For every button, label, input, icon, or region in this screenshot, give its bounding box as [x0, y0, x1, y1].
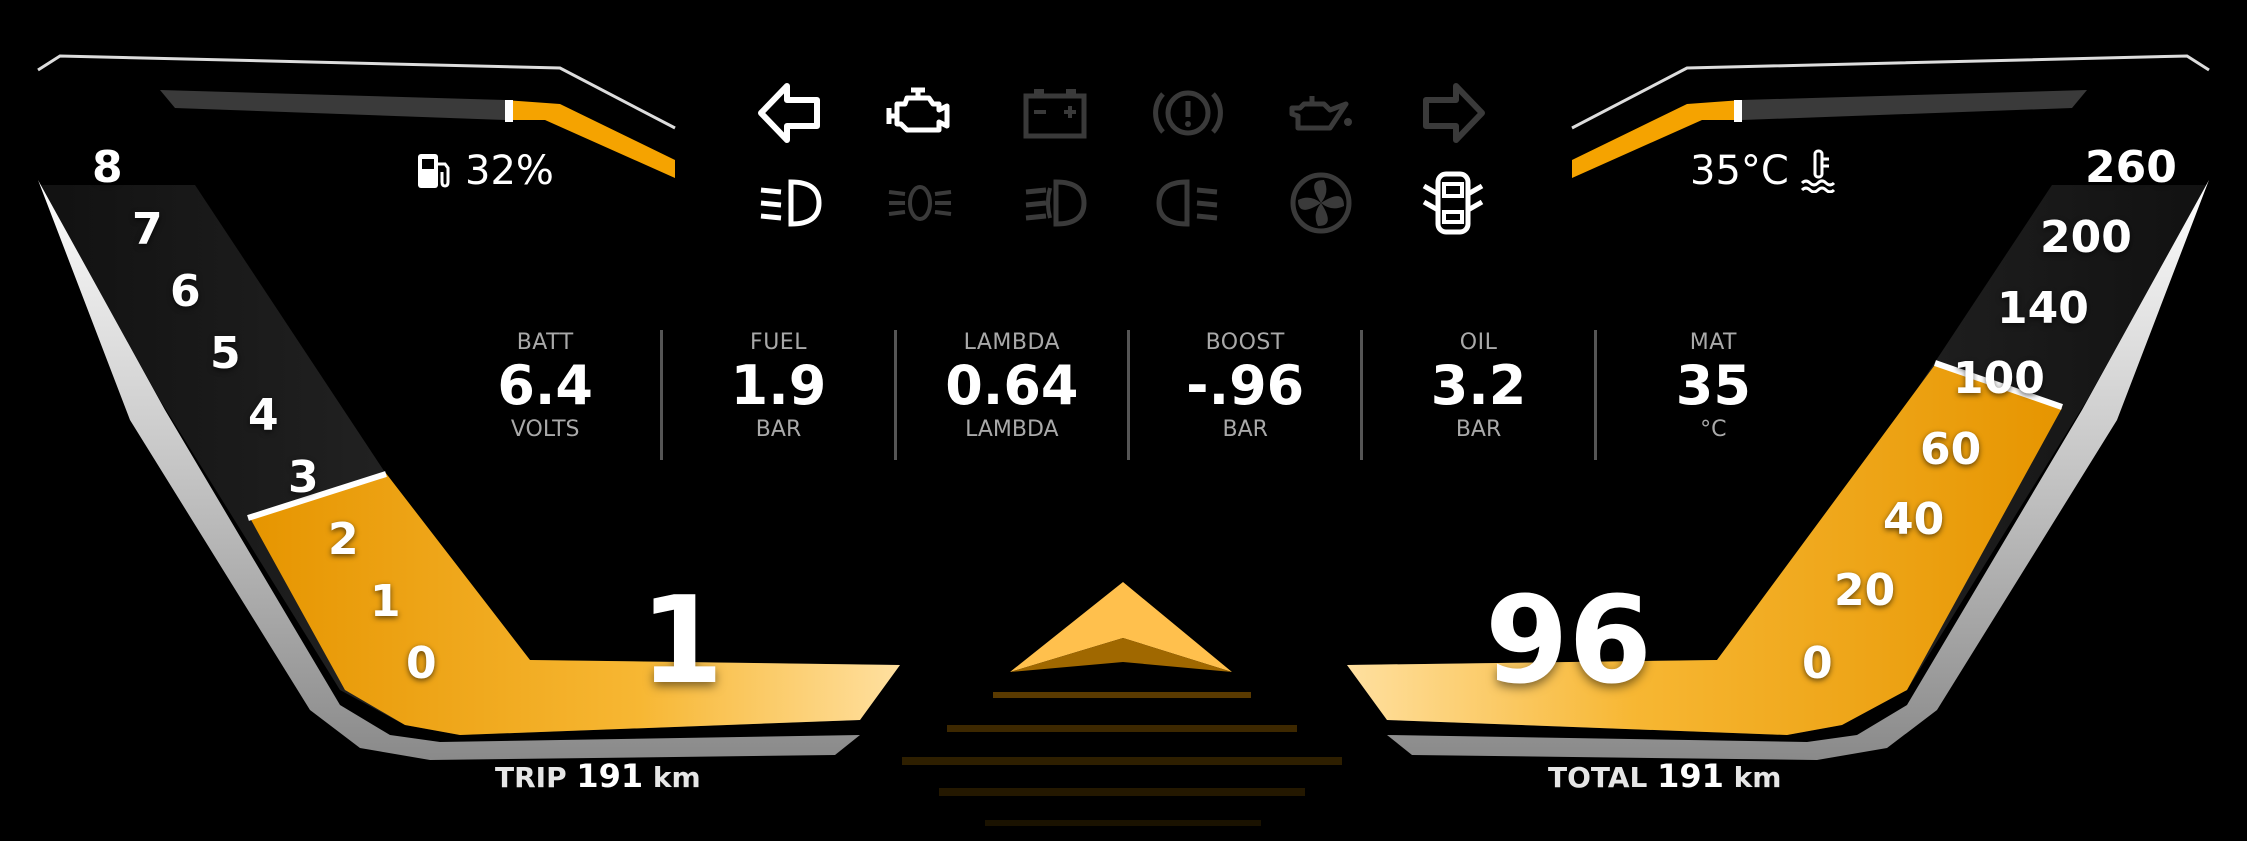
- metric-value: -.96: [1186, 354, 1305, 417]
- total-odometer: TOTAL 191 km: [1548, 757, 1781, 795]
- gear-indicator: 1: [640, 572, 724, 711]
- speedo-tick: 100: [1953, 353, 2045, 404]
- front-fog-icon: [1025, 179, 1087, 227]
- tach-tick: 8: [92, 142, 123, 193]
- rear-fog-icon: [1156, 179, 1218, 227]
- total-unit: km: [1733, 761, 1782, 794]
- speedo-tick: 200: [2040, 212, 2132, 263]
- fan-icon: [1290, 172, 1352, 234]
- metric-fuel: FUEL 1.9 BAR: [663, 330, 897, 460]
- metric-name: FUEL: [750, 330, 807, 355]
- metric-unit: °C: [1700, 417, 1727, 442]
- metric-value: 1.9: [730, 354, 827, 417]
- speedo-tick: 60: [1920, 424, 1982, 475]
- tach-tick: 6: [170, 266, 201, 317]
- metric-lambda: LAMBDA 0.64 LAMBDA: [897, 330, 1131, 460]
- check-engine-icon: [886, 87, 950, 133]
- road-stripe: [993, 692, 1251, 698]
- road-stripe: [939, 788, 1305, 796]
- metric-oil: OIL 3.2 BAR: [1363, 330, 1597, 460]
- metric-unit: LAMBDA: [965, 417, 1059, 442]
- metric-name: OIL: [1459, 330, 1498, 355]
- speedo-tick: 20: [1834, 565, 1896, 616]
- speedo-needle: [1934, 360, 2063, 410]
- trip-odometer: TRIP 191 km: [495, 757, 701, 795]
- left-turn-signal-icon: [758, 83, 820, 143]
- metric-unit: VOLTS: [510, 417, 580, 442]
- coolant-bar-fill: [1572, 100, 1742, 178]
- fuel-level-text: 32%: [465, 148, 554, 194]
- battery-icon: [1023, 89, 1087, 139]
- coolant-readout: 35°C: [1690, 148, 1839, 194]
- oil-pressure-icon: [1289, 96, 1352, 131]
- metric-unit: BAR: [1455, 417, 1502, 442]
- fuel-pump-icon: [418, 154, 450, 188]
- low-beam-icon: [760, 179, 822, 227]
- door-open-icon: [1422, 171, 1484, 235]
- total-label: TOTAL: [1548, 761, 1648, 794]
- speedo-fill: [1347, 362, 2062, 735]
- tach-tick: 0: [406, 638, 437, 689]
- metric-name: MAT: [1689, 330, 1737, 355]
- coolant-bar-track: [1742, 90, 2087, 120]
- coolant-temp-icon: [1800, 149, 1835, 193]
- coolant-bar-marker: [1734, 100, 1742, 122]
- metric-mat: MAT 35 °C: [1597, 330, 1830, 460]
- speed-value: 96: [1485, 572, 1652, 711]
- metric-unit: BAR: [755, 417, 802, 442]
- tach-tick: 5: [210, 328, 241, 379]
- metric-value: 35: [1675, 354, 1751, 417]
- engine-metrics: BATT 6.4 VOLTS FUEL 1.9 BAR LAMBDA 0.64 …: [430, 330, 1830, 460]
- left-top-outline: [37, 54, 676, 130]
- fuel-readout: 32%: [415, 148, 554, 194]
- brake-warning-icon: [1153, 90, 1223, 136]
- tach-tick: 7: [132, 204, 163, 255]
- direction-arrow-icon: [1010, 582, 1232, 672]
- metric-name: BATT: [516, 330, 574, 355]
- speedo-tick: 140: [1997, 283, 2089, 334]
- road-stripe: [902, 757, 1342, 765]
- metric-name: BOOST: [1205, 330, 1285, 355]
- tach-needle: [247, 471, 387, 521]
- trip-unit: km: [652, 761, 701, 794]
- metric-value: 0.64: [945, 354, 1079, 417]
- tach-panel-dark: [40, 185, 900, 735]
- tach-tick: 4: [248, 390, 279, 441]
- tach-tick: 1: [370, 576, 401, 627]
- metric-value: 6.4: [497, 354, 593, 417]
- trip-label: TRIP: [495, 761, 567, 794]
- right-turn-signal-icon: [1423, 83, 1485, 143]
- metric-unit: BAR: [1222, 417, 1268, 442]
- speedo-tick: 40: [1883, 494, 1945, 545]
- total-value: 191: [1657, 757, 1724, 795]
- metric-name: LAMBDA: [963, 330, 1061, 355]
- speedo-panel-dark: [1347, 185, 2207, 735]
- metric-boost: BOOST -.96 BAR: [1130, 330, 1364, 460]
- fog-light-icon: [888, 185, 952, 221]
- tach-fill: [250, 472, 900, 735]
- fuel-bar-track: [160, 90, 505, 120]
- tach-tick: 2: [328, 514, 359, 565]
- metric-value: 3.2: [1430, 354, 1527, 417]
- road-stripe: [985, 820, 1261, 826]
- coolant-temp-text: 35°C: [1690, 148, 1789, 194]
- fuel-bar-marker: [505, 100, 513, 122]
- tach-tick: 3: [288, 452, 319, 503]
- direction-arrow-shadow: [1010, 638, 1232, 672]
- metric-batt: BATT 6.4 VOLTS: [430, 330, 664, 460]
- right-top-outline: [1571, 54, 2210, 130]
- road-stripe: [947, 725, 1297, 732]
- trip-value: 191: [576, 757, 644, 795]
- fuel-bar-fill: [505, 100, 675, 178]
- speedo-tick: 260: [2085, 142, 2177, 193]
- speedo-tick: 0: [1802, 638, 1833, 689]
